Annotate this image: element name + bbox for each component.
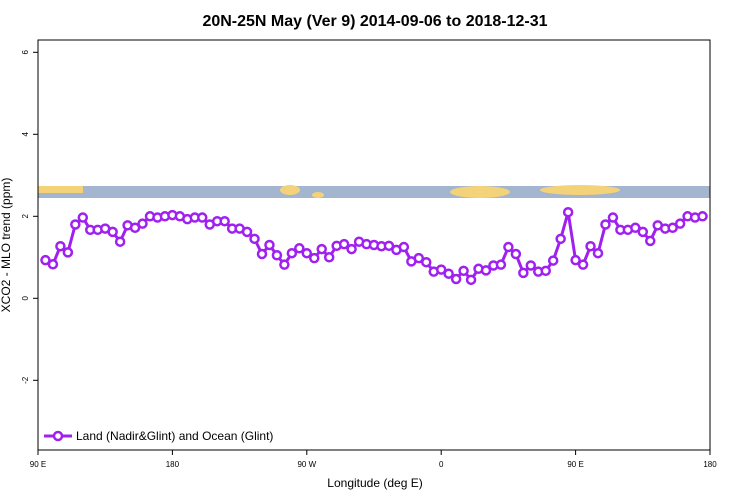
- x-tick-label: 0: [439, 460, 444, 469]
- point: [674, 218, 686, 229]
- point: [107, 226, 118, 238]
- point: [630, 222, 641, 234]
- point: [518, 267, 529, 279]
- point: [667, 222, 678, 234]
- point: [271, 250, 283, 261]
- chart-title: 20N-25N May (Ver 9) 2014-09-06 to 2018-1…: [202, 13, 547, 30]
- point: [525, 260, 537, 271]
- point: [435, 264, 447, 275]
- point: [294, 243, 305, 254]
- point: [47, 259, 59, 270]
- point: [77, 212, 89, 223]
- point: [256, 248, 268, 260]
- point: [495, 259, 507, 270]
- point: [70, 219, 81, 230]
- point: [465, 274, 477, 286]
- x-axis-label: Longitude (deg E): [327, 476, 422, 490]
- point: [480, 265, 492, 276]
- point: [600, 219, 611, 230]
- y-tick-label: 6: [21, 50, 30, 55]
- x-tick-label: 90 W: [297, 460, 316, 469]
- plot-frame: [37, 39, 711, 451]
- point: [547, 255, 559, 266]
- map-strip: [38, 185, 710, 198]
- point: [697, 211, 708, 222]
- point: [577, 259, 589, 270]
- y-tick-label: 2: [21, 214, 30, 219]
- point: [62, 247, 74, 258]
- point: [510, 248, 522, 260]
- point: [137, 218, 148, 229]
- point: [197, 212, 208, 223]
- point: [249, 233, 260, 245]
- point: [458, 265, 469, 277]
- point: [570, 254, 581, 266]
- point: [241, 226, 253, 238]
- point: [383, 240, 395, 252]
- y-axis-label: XCO2 - MLO trend (ppm): [0, 178, 13, 313]
- point: [637, 226, 649, 238]
- point: [562, 206, 574, 218]
- point: [129, 222, 141, 234]
- point: [607, 212, 619, 223]
- point: [301, 247, 313, 259]
- x-tick-label: 90 E: [567, 460, 583, 469]
- point: [346, 243, 357, 255]
- point: [503, 241, 514, 253]
- point: [323, 252, 335, 263]
- point: [421, 256, 432, 268]
- point: [592, 247, 604, 259]
- point: [219, 215, 230, 227]
- point: [309, 252, 320, 264]
- legend-marker: [52, 430, 64, 442]
- point: [279, 259, 290, 270]
- y-tick-label: -2: [21, 376, 30, 384]
- y-tick-label: 4: [21, 132, 30, 137]
- point: [413, 252, 425, 264]
- point: [316, 243, 327, 255]
- point: [40, 254, 51, 266]
- point: [585, 240, 596, 252]
- y-tick-label: 0: [21, 296, 30, 301]
- legend-label: Land (Nadir&Glint) and Ocean (Glint): [76, 429, 273, 443]
- point: [555, 233, 566, 245]
- point: [286, 247, 298, 259]
- point: [338, 238, 350, 250]
- point: [114, 236, 126, 247]
- point: [450, 273, 462, 285]
- point: [398, 241, 410, 253]
- point: [443, 268, 454, 279]
- point: [264, 239, 275, 251]
- x-tick-label: 90 E: [30, 460, 46, 469]
- point: [540, 265, 551, 277]
- x-tick-label: 180: [166, 460, 180, 469]
- x-tick-label: 180: [703, 460, 717, 469]
- point: [55, 240, 66, 252]
- point: [645, 235, 656, 247]
